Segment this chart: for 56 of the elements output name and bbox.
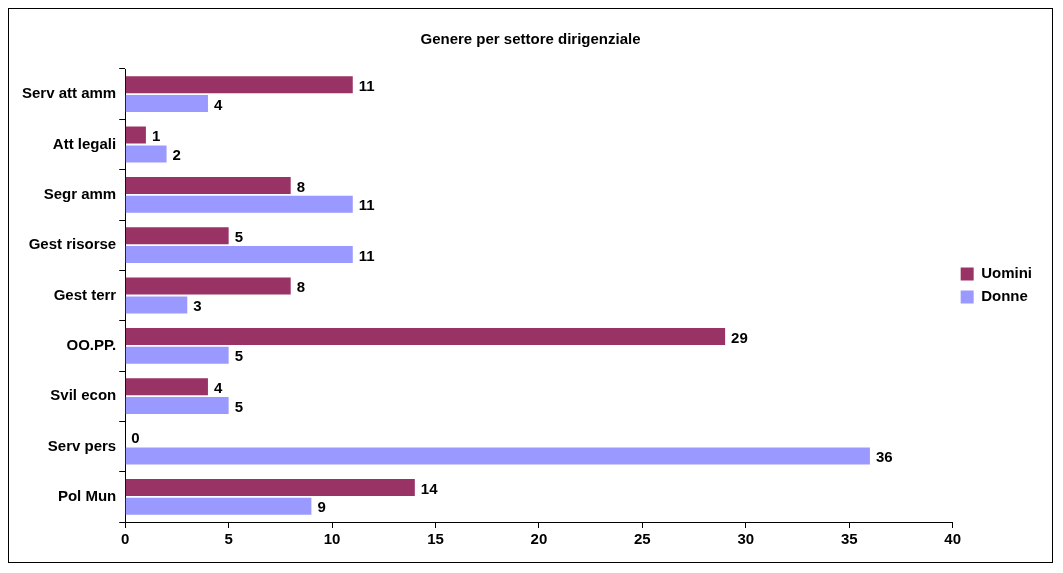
bar	[125, 126, 146, 144]
bar	[125, 296, 188, 314]
bar	[125, 246, 353, 264]
bar	[125, 447, 870, 465]
data-label: 36	[875, 448, 893, 466]
x-tick-label: 15	[427, 530, 444, 548]
y-tick-label: Serv att amm	[21, 84, 117, 102]
data-label: 3	[193, 297, 202, 315]
bar	[125, 327, 726, 345]
data-label: 29	[731, 328, 748, 346]
bar	[125, 145, 167, 163]
bar	[125, 478, 415, 496]
y-tick-label: Segr amm	[43, 184, 117, 202]
data-label: 1	[151, 127, 161, 145]
data-label: 8	[296, 177, 306, 195]
x-tick-label: 10	[323, 530, 341, 548]
bar	[125, 378, 208, 396]
data-label: 9	[317, 498, 326, 516]
data-label: 5	[234, 397, 243, 415]
bar	[125, 346, 229, 364]
data-label: 2	[172, 146, 181, 164]
bar	[125, 277, 291, 295]
x-tick-label: 0	[121, 530, 130, 548]
x-tick-label: 40	[944, 530, 962, 548]
bar	[125, 227, 229, 245]
bar	[125, 497, 312, 515]
bar	[125, 195, 353, 213]
data-label: 4	[213, 378, 223, 396]
data-label: 5	[234, 347, 243, 365]
legend-label: Uomini	[981, 264, 1033, 282]
data-label: 5	[234, 227, 243, 245]
y-tick-label: Svil econ	[50, 386, 117, 404]
x-tick-label: 5	[224, 530, 233, 548]
bar	[125, 95, 208, 113]
y-tick-label: Att legali	[52, 134, 117, 152]
y-tick-label: Gest terr	[53, 285, 117, 303]
x-tick-label: 30	[737, 530, 755, 548]
x-tick-label: 35	[840, 530, 858, 548]
data-label: 11	[358, 76, 375, 94]
data-label: 11	[358, 196, 375, 214]
x-tick-label: 20	[530, 530, 548, 548]
data-label: 14	[420, 479, 439, 497]
bar	[125, 397, 229, 415]
y-tick-label: Gest risorse	[28, 235, 117, 253]
bar	[125, 76, 353, 94]
legend-label: Donne	[981, 287, 1028, 305]
y-tick-label: Pol Mun	[57, 486, 117, 504]
chart-title: Genere per settore dirigenziale	[420, 30, 641, 48]
data-label: 11	[358, 246, 375, 264]
y-tick-label: OO.PP.	[66, 335, 117, 353]
y-tick-label: Serv pers	[47, 436, 117, 454]
bar	[125, 176, 291, 194]
data-label: 4	[213, 95, 223, 113]
data-label: 0	[131, 429, 140, 447]
data-label: 8	[296, 278, 306, 296]
x-tick-label: 25	[634, 530, 651, 548]
